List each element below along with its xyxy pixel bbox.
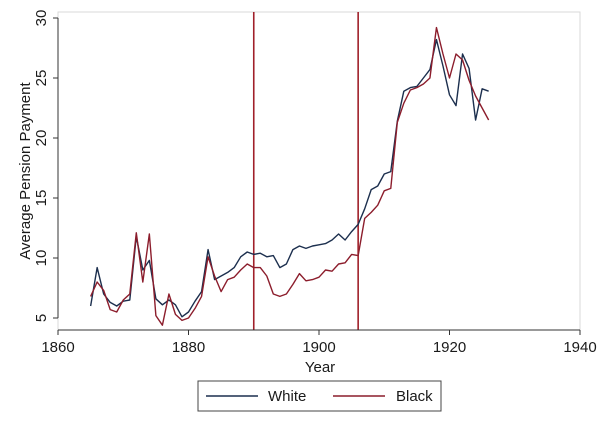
reference-lines	[252, 12, 359, 330]
legend-label-white: White	[268, 388, 306, 405]
y-tick-label: 15	[33, 190, 50, 207]
plot-area	[57, 11, 581, 331]
y-tick-label: 25	[33, 70, 50, 87]
legend-label-black: Black	[396, 388, 433, 405]
series-layer	[89, 26, 490, 326]
y-axis-label: Average Pension Payment	[17, 82, 34, 260]
x-axis: 1860 1880 1900 1920 1940	[41, 329, 597, 356]
series-line-white	[89, 38, 489, 318]
y-tick-label: 30	[33, 10, 50, 27]
x-tick-label: 1880	[172, 339, 205, 356]
y-axis: 5 10 15 20 25 30	[33, 10, 59, 322]
x-tick-label: 1860	[41, 339, 74, 356]
x-tick-label: 1940	[563, 339, 596, 356]
y-tick-label: 10	[33, 250, 50, 267]
y-tick-label: 5	[33, 314, 50, 322]
series-line-black	[89, 26, 490, 326]
x-tick-label: 1900	[302, 339, 335, 356]
x-axis-label: Year	[305, 359, 335, 376]
x-tick-label: 1920	[433, 339, 466, 356]
y-tick-label: 20	[33, 130, 50, 147]
legend: White Black	[197, 380, 442, 412]
